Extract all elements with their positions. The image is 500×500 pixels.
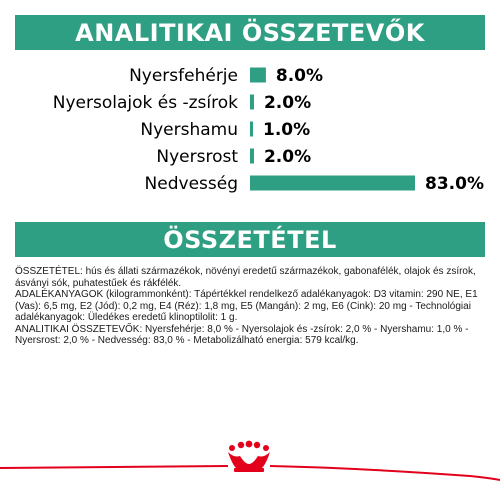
analytic-components-title: ANALITIKAI ÖSSZETEVŐK: [75, 18, 425, 47]
category-label: Nyershamu: [140, 120, 238, 140]
composition-banner: ÖSSZETÉTEL: [15, 222, 485, 257]
value-label: 2.0%: [264, 93, 311, 113]
value-label: 1.0%: [263, 120, 310, 140]
value-label: 8.0%: [276, 66, 323, 86]
value-label: 83.0%: [425, 174, 484, 194]
composition-analytics: ANALITIKAI ÖSSZETEVŐK: Nyersfehérje: 8,0…: [15, 323, 469, 347]
value-bar: [250, 175, 415, 191]
royal-canin-crown-icon: [228, 440, 270, 472]
value-bar: [250, 121, 253, 137]
composition-text: ÖSSZETÉTEL: hús és állati származékok, n…: [15, 266, 485, 347]
brand-swoosh-left: [0, 465, 229, 469]
brand-swoosh-right: [269, 465, 500, 481]
composition-ingredients: ÖSSZETÉTEL: hús és állati származékok, n…: [15, 266, 476, 289]
value-bar: [250, 94, 254, 110]
category-label: Nyersolajok és -zsírok: [53, 93, 238, 113]
footer-brand-strip: [0, 440, 500, 481]
value-label: 2.0%: [264, 147, 311, 167]
category-label: Nyersrost: [156, 147, 238, 167]
analytic-components-banner: ANALITIKAI ÖSSZETEVŐK: [15, 15, 485, 50]
nutrient-bar-chart: Nyersfehérje 8.0% Nyersolajok és -zsírok 2.…: [53, 66, 484, 194]
category-label: Nyersfehérje: [129, 66, 238, 86]
category-label: Nedvesség: [145, 174, 238, 194]
composition-title: ÖSSZETÉTEL: [163, 225, 337, 254]
value-bar: [250, 67, 266, 83]
composition-additives: ADALÉKANYAGOK (kilogrammonként): Tápérté…: [15, 289, 478, 323]
value-bar: [250, 148, 254, 164]
